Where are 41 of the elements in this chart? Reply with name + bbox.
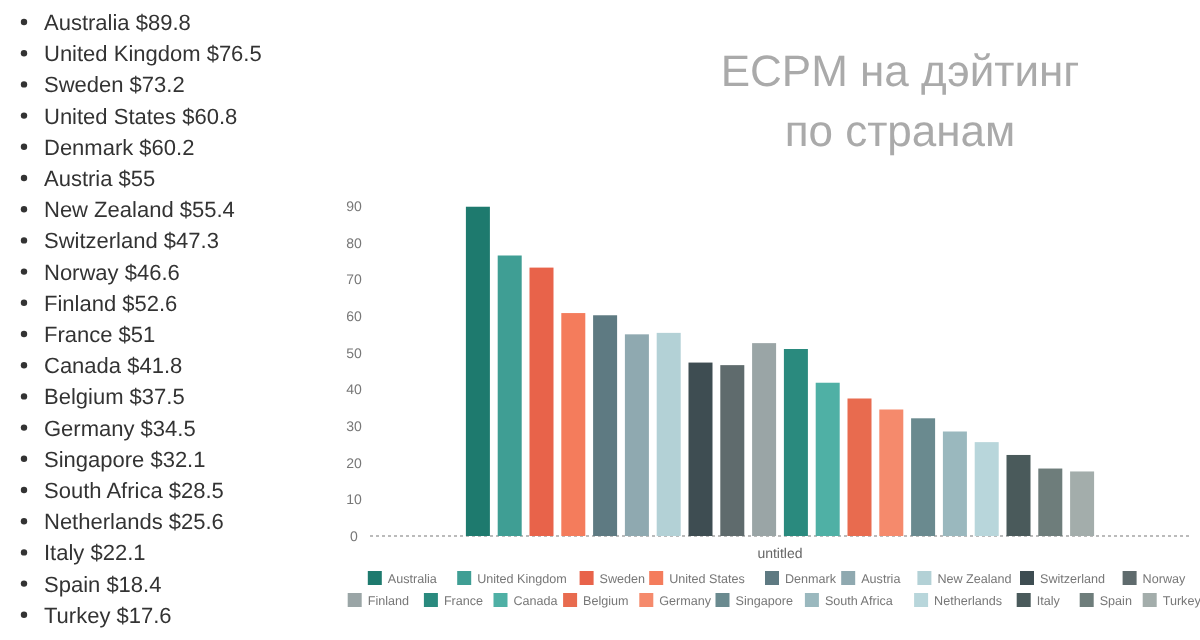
- chart-title: ECPM на дэйтинг по странам: [720, 46, 1080, 156]
- bar: [688, 362, 713, 536]
- bar: [561, 313, 586, 536]
- bar: [974, 442, 999, 536]
- bar: [593, 315, 618, 536]
- text: Finland $52.6: [44, 292, 178, 317]
- bar: [1038, 468, 1063, 536]
- text: Netherlands $25.6: [44, 511, 224, 536]
- text: Switzerland $47.3: [44, 230, 219, 255]
- text: Germany $34.5: [44, 417, 196, 442]
- text: Denmark $60.2: [44, 136, 195, 161]
- text: United Kingdom $76.5: [44, 43, 262, 68]
- bar: [1070, 471, 1095, 536]
- bar: [879, 409, 904, 536]
- text: Canada $41.8: [44, 355, 183, 380]
- bar: [783, 349, 808, 536]
- bar: [624, 334, 649, 536]
- bar: [911, 418, 936, 536]
- text: Turkey $17.6: [44, 604, 172, 629]
- text: South Africa $28.5: [44, 480, 224, 504]
- text: United States $60.8: [44, 105, 238, 130]
- bar: [1006, 454, 1031, 536]
- text: Italy $22.1: [44, 542, 146, 567]
- bar: [815, 382, 840, 536]
- text: Singapore $32.1: [44, 448, 206, 473]
- text: New Zealand $55.4: [44, 199, 235, 224]
- text: Norway $46.6: [44, 261, 180, 286]
- bar: [752, 343, 777, 536]
- bar: [847, 398, 872, 536]
- bar: [529, 267, 554, 536]
- bar: [720, 365, 745, 536]
- text: France $51: [44, 324, 156, 348]
- text: Spain $18.4: [44, 573, 162, 598]
- text: Belgium $37.5: [44, 386, 185, 411]
- bar: [942, 431, 967, 536]
- bar: [465, 206, 490, 536]
- text: Austria $55: [44, 168, 156, 192]
- bar: [656, 332, 681, 536]
- bar: [497, 255, 522, 536]
- text: Sweden $73.2: [44, 74, 185, 99]
- text: Australia $89.8: [44, 12, 191, 36]
